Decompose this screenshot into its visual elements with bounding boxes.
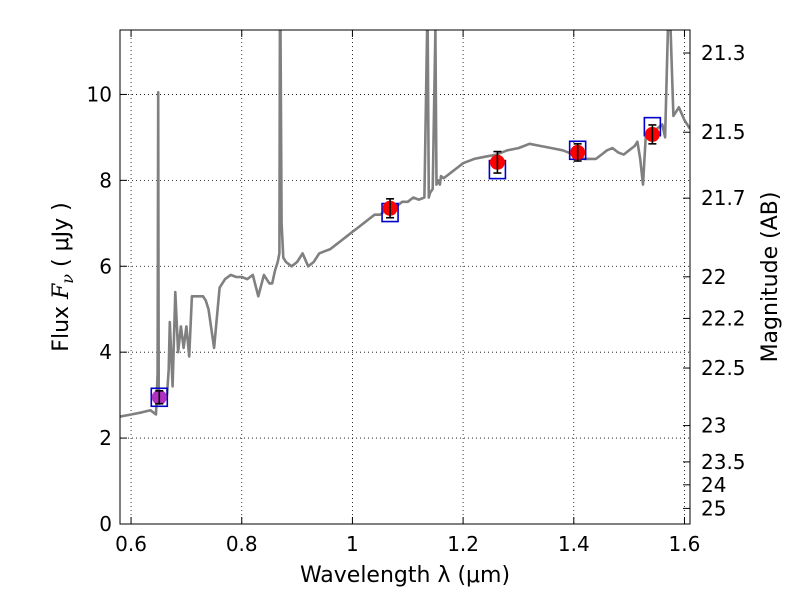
plot-background (120, 30, 690, 524)
model-photometry-square (150, 387, 169, 408)
y-tick-label: 4 (99, 340, 112, 364)
y-axis-label-symbol: F (49, 283, 74, 300)
y-tick-label: 0 (99, 512, 112, 536)
x-axis-label: Wavelength λ (μm) (300, 563, 510, 588)
right-tick-label: 22 (701, 265, 726, 289)
y-tick-label: 6 (99, 254, 112, 278)
y-tick-label: 8 (99, 168, 112, 192)
y-axis-label: Flux Fν ( μJy ) (49, 202, 77, 351)
y-axis-label-suffix: ( μJy ) (49, 202, 74, 274)
x-axis-ticks: 0.6 0.8 1 1.2 1.4 1.6 (115, 30, 700, 556)
right-tick-label: 23 (701, 414, 726, 438)
x-tick-label: 0.6 (115, 532, 147, 556)
spectrum-line (120, 30, 690, 418)
x-tick-label: 1.4 (558, 532, 590, 556)
right-tick-label: 22.5 (701, 356, 746, 380)
right-tick-label: 21.7 (701, 186, 746, 210)
right-tick-label: 21.5 (701, 120, 746, 144)
y-tick-label: 10 (87, 82, 112, 106)
x-tick-label: 1 (346, 532, 359, 556)
y-axis-label-prefix: Flux (49, 299, 74, 352)
y-axis-label-subscript: ν (58, 274, 77, 284)
right-tick-label: 25 (701, 496, 726, 520)
y-tick-label: 2 (99, 426, 112, 450)
right-tick-label: 23.5 (701, 450, 746, 474)
right-tick-label: 24 (701, 473, 726, 497)
right-tick-label: 22.2 (701, 306, 746, 330)
x-tick-label: 1.6 (669, 532, 701, 556)
right-tick-label: 21.3 (701, 41, 746, 65)
y-axis-ticks: 0 2 4 6 8 10 (87, 82, 127, 536)
x-tick-label: 0.8 (226, 532, 258, 556)
x-tick-label: 1.2 (447, 532, 479, 556)
right-axis-label: Magnitude (AB) (758, 192, 783, 363)
